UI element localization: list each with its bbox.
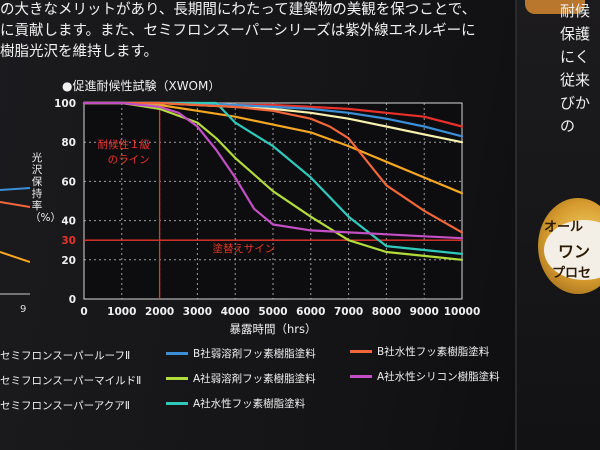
legend-swatch-7 — [350, 349, 372, 353]
series-line-7 — [82, 101, 464, 234]
x-tick-label-8: 8000 — [372, 306, 401, 318]
reference-tick-label: 30 — [61, 235, 76, 247]
legend-item-7: B社水性フッ素樹脂塗料 — [350, 344, 489, 359]
right-line-2: 保護 — [560, 25, 591, 43]
right-page-image-strip — [525, 0, 585, 14]
chart-legend: セミフロンスーパールーフⅡ セミフロンスーパーマイルドⅡ セミフロンスーパーアク… — [0, 340, 510, 420]
legend-item-8: A社水性シリコン樹脂塗料 — [350, 369, 500, 384]
series-line-8 — [82, 101, 464, 240]
legend-item-5: A社弱溶剤フッ素樹脂塗料 — [166, 371, 316, 386]
y-tick-label-0: 0 — [69, 294, 76, 306]
x-tick-label-1: 1000 — [107, 306, 136, 318]
legend-item-6: A社水性フッ素樹脂塗料 — [166, 396, 305, 411]
right-line-5: びか — [560, 94, 591, 112]
right-line-3: にく — [560, 48, 590, 66]
y-tick-label-2: 40 — [61, 216, 76, 228]
legend-label-6: A社水性フッ素樹脂塗料 — [193, 398, 306, 410]
legend-item-3: セミフロンスーパーアクアⅡ — [0, 398, 130, 413]
legend-swatch-8 — [350, 374, 372, 378]
reference-label-horizontal: 塗替えサイン — [213, 242, 276, 255]
legend-label-2: セミフロンスーパーマイルドⅡ — [0, 375, 142, 387]
x-axis-label: 暴露時間（hrs） — [229, 322, 316, 336]
previous-chart-tick: 9 — [20, 304, 27, 315]
legend-item-1: セミフロンスーパールーフⅡ — [0, 348, 130, 363]
right-line-4: 従来 — [560, 71, 591, 89]
legend-swatch-4 — [166, 351, 188, 355]
legend-swatch-6 — [166, 401, 188, 405]
series-line-5 — [82, 101, 464, 261]
intro-line-3: 樹脂光沢を維持します。 — [0, 44, 159, 60]
promo-bubble-inner — [544, 220, 600, 280]
legend-item-4: B社弱溶剤フッ素樹脂塗料 — [166, 346, 316, 361]
legend-label-4: B社弱溶剤フッ素樹脂塗料 — [193, 348, 316, 360]
right-page-text: 耐候 保護 にく 従来 びか の — [560, 0, 590, 138]
x-tick-label-10: 10000 — [444, 306, 481, 318]
promo-bubble: オール ワン プロセ — [538, 198, 600, 294]
y-tick-label-4: 80 — [61, 137, 76, 149]
right-line-6: の — [560, 117, 576, 135]
legend-label-8: A社水性シリコン樹脂塗料 — [377, 371, 500, 383]
x-tick-label-6: 6000 — [296, 306, 325, 318]
x-tick-label-4: 4000 — [221, 306, 250, 318]
intro-paragraph: の大きなメリットがあり、長期間にわたって建築物の美観を保つことで、 に貢献します… — [0, 0, 500, 63]
promo-bubble-line-2: ワン — [558, 242, 591, 261]
weathering-chart: 0 1000 2000 3000 4000 5000 6000 7000 8000 9000 100… — [54, 98, 481, 336]
intro-line-2: に貢献します。また、セミフロンスーパーシリーズは紫外線エネルギーに — [0, 23, 476, 39]
legend-label-3: セミフロンスーパーアクアⅡ — [0, 400, 130, 412]
legend-label-5: A社弱溶剤フッ素樹脂塗料 — [193, 373, 316, 385]
reference-label-vertical-2: のライン — [108, 154, 150, 166]
legend-item-2: セミフロンスーパーマイルドⅡ — [0, 373, 141, 388]
x-tick-label-0: 0 — [80, 306, 87, 318]
previous-chart-fragment: 9 — [0, 182, 30, 322]
y-tick-label-5: 100 — [54, 98, 76, 110]
right-line-1: 耐候 — [560, 2, 591, 20]
y-tick-label-1: 20 — [61, 255, 76, 267]
legend-swatch-5 — [166, 376, 188, 380]
x-tick-label-7: 7000 — [334, 306, 363, 318]
x-tick-label-9: 9000 — [410, 306, 439, 318]
promo-bubble-line-3: プロセ — [552, 266, 592, 281]
intro-line-1: の大きなメリットがあり、長期間にわたって建築物の美観を保つことで、 — [0, 2, 477, 18]
legend-label-7: B社水性フッ素樹脂塗料 — [377, 346, 490, 358]
x-tick-label-2: 2000 — [145, 306, 174, 318]
series-line-2 — [82, 101, 464, 195]
chart-title: ●促進耐候性試験（XWOM） — [62, 79, 221, 93]
promo-bubble-line-1: オール — [544, 220, 584, 235]
legend-label-1: セミフロンスーパールーフⅡ — [0, 350, 131, 362]
x-tick-label-5: 5000 — [258, 306, 287, 318]
y-tick-label-3: 60 — [61, 176, 76, 188]
reference-label-vertical-1: 耐候性１級 — [98, 138, 151, 151]
x-tick-label-3: 3000 — [183, 306, 212, 318]
